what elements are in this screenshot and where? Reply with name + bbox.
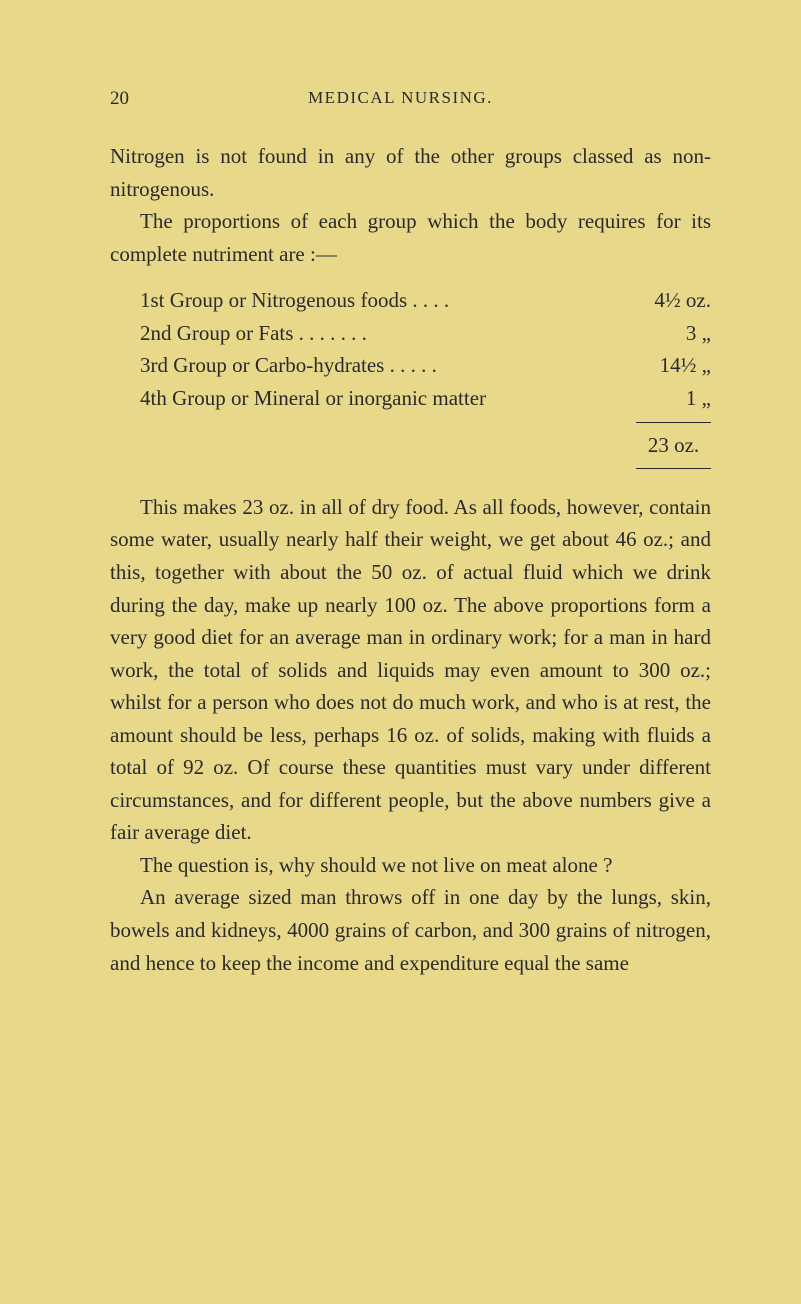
group-value: 3 „ — [686, 317, 711, 350]
group-value: 1 „ — [686, 382, 711, 415]
table-row: 3rd Group or Carbo-hydrates . . . . . 14… — [140, 349, 711, 382]
total-row: 23 oz. — [140, 422, 711, 469]
group-list: 1st Group or Nitrogenous foods . . . . 4… — [140, 284, 711, 469]
paragraph: Nitrogen is not found in any of the othe… — [110, 140, 711, 205]
group-label: 3rd Group or Carbo-hydrates . . . . . — [140, 349, 650, 382]
table-row: 2nd Group or Fats . . . . . . . 3 „ — [140, 317, 711, 350]
page-number: 20 — [110, 88, 129, 110]
table-row: 1st Group or Nitrogenous foods . . . . 4… — [140, 284, 711, 317]
group-label: 2nd Group or Fats . . . . . . . — [140, 317, 676, 350]
paragraph: An average sized man throws off in one d… — [110, 881, 711, 979]
running-header: MEDICAL NURSING. — [308, 88, 493, 108]
total-value: 23 oz. — [636, 422, 711, 469]
group-label: 4th Group or Mineral or inorganic matter — [140, 382, 676, 415]
group-label: 1st Group or Nitrogenous foods . . . . — [140, 284, 644, 317]
group-value: 4½ oz. — [654, 284, 711, 317]
paragraph: The question is, why should we not live … — [110, 849, 711, 882]
paragraph: The proportions of each group which the … — [110, 205, 711, 270]
table-row: 4th Group or Mineral or inorganic matter… — [140, 382, 711, 415]
body-text: Nitrogen is not found in any of the othe… — [110, 140, 711, 979]
group-value: 14½ „ — [660, 349, 711, 382]
paragraph: This makes 23 oz. in all of dry food. As… — [110, 491, 711, 849]
